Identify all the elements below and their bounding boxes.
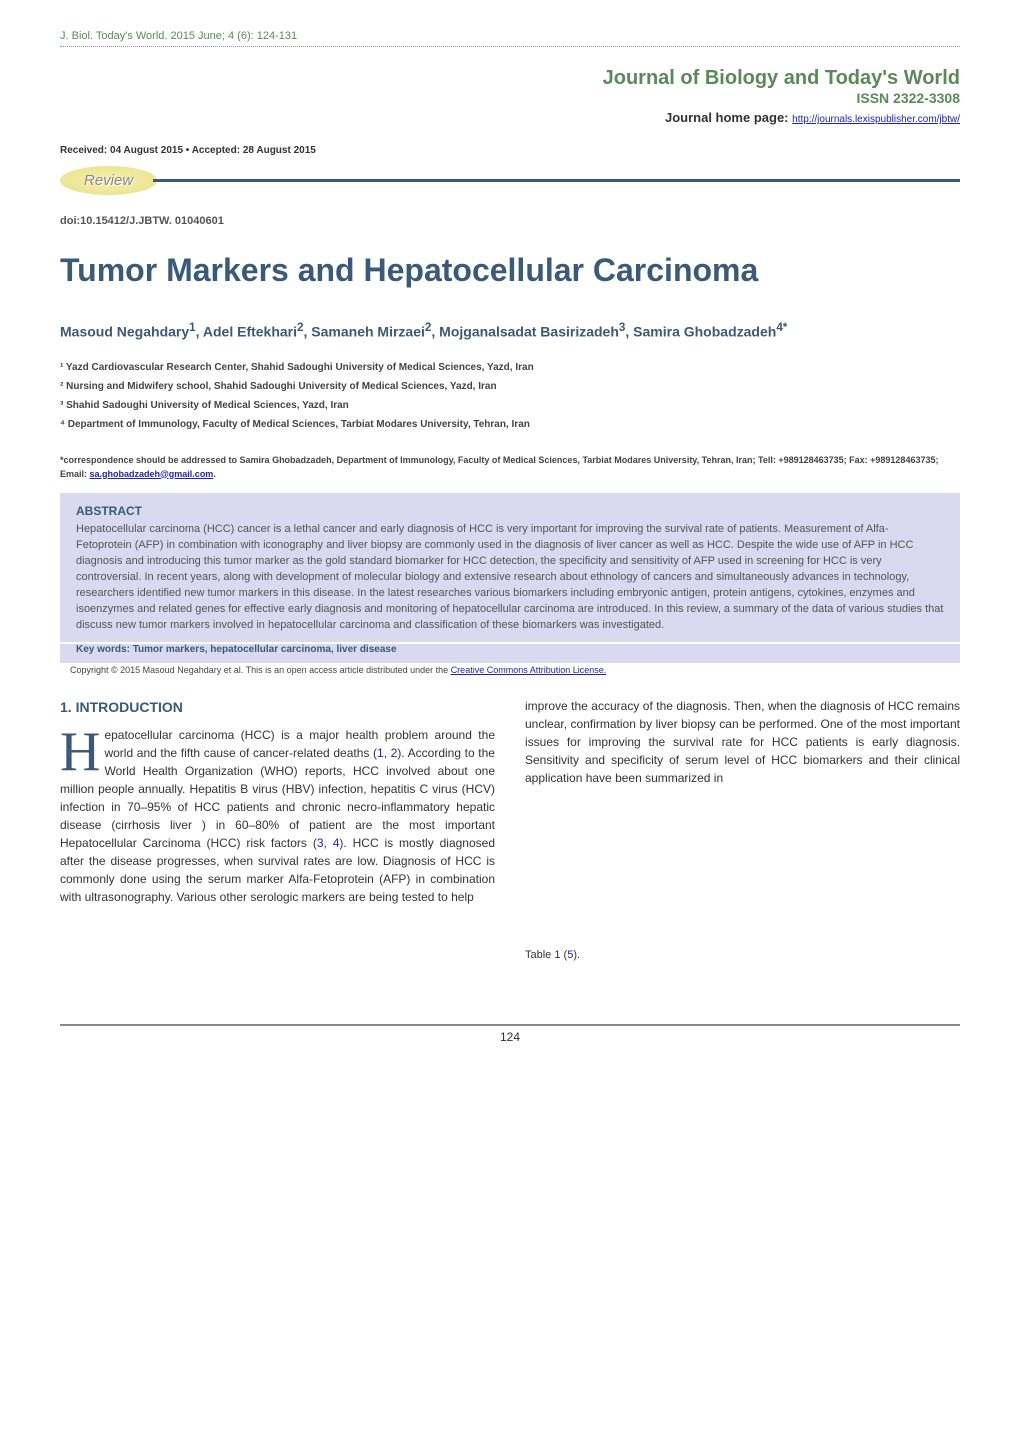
column-right: improve the accuracy of the diagnosis. T… bbox=[525, 697, 960, 964]
affiliations: ¹ Yazd Cardiovascular Research Center, S… bbox=[60, 358, 960, 434]
journal-citation: J. Biol. Today's World. 2015 June; 4 (6)… bbox=[60, 30, 960, 47]
keywords-row: Key words: Tumor markers, hepatocellular… bbox=[60, 644, 960, 663]
section-heading-intro: 1. INTRODUCTION bbox=[60, 697, 495, 718]
abstract-text: Hepatocellular carcinoma (HCC) cancer is… bbox=[76, 522, 944, 634]
table-ref-label: Table 1 bbox=[525, 949, 560, 961]
article-title: Tumor Markers and Hepatocellular Carcino… bbox=[60, 252, 960, 289]
homepage-label: Journal home page: bbox=[665, 110, 789, 125]
correspondence: *correspondence should be addressed to S… bbox=[60, 454, 960, 481]
license-link[interactable]: Creative Commons Attribution License. bbox=[451, 665, 607, 675]
ref-5[interactable]: 5 bbox=[567, 949, 573, 961]
received-dates: Received: 04 August 2015 • Accepted: 28 … bbox=[60, 145, 960, 156]
intro-paragraph: Hepatocellular carcinoma (HCC) is a majo… bbox=[60, 726, 495, 906]
affiliation-item: ⁴ Department of Immunology, Faculty of M… bbox=[60, 415, 960, 434]
journal-header: Journal of Biology and Today's World ISS… bbox=[60, 67, 960, 125]
dropcap: H bbox=[60, 726, 104, 774]
copyright: Copyright © 2015 Masoud Negahdary et al.… bbox=[60, 663, 960, 677]
keywords-text: Tumor markers, hepatocellular carcinoma,… bbox=[133, 644, 397, 655]
review-badge: Review bbox=[60, 166, 157, 195]
journal-issn: ISSN 2322-3308 bbox=[60, 90, 960, 106]
review-label-row: Review bbox=[60, 166, 960, 195]
review-bar bbox=[153, 179, 960, 182]
page-number: 124 bbox=[60, 1024, 960, 1044]
intro-text-2: ). According to the World Health Organiz… bbox=[60, 746, 495, 850]
abstract-box: ABSTRACT Hepatocellular carcinoma (HCC) … bbox=[60, 493, 960, 642]
affiliation-item: ¹ Yazd Cardiovascular Research Center, S… bbox=[60, 358, 960, 377]
journal-homepage: Journal home page: http://journals.lexis… bbox=[60, 110, 960, 125]
table-reference: Table 1 (5). bbox=[525, 947, 960, 964]
journal-title: Journal of Biology and Today's World bbox=[60, 67, 960, 90]
correspondence-email-link[interactable]: sa.ghobadzadeh@gmail.com bbox=[90, 469, 214, 479]
homepage-link[interactable]: http://journals.lexispublisher.com/jbtw/ bbox=[792, 114, 960, 125]
intro-text-col2: improve the accuracy of the diagnosis. T… bbox=[525, 697, 960, 787]
ref-3[interactable]: 3 bbox=[317, 836, 324, 850]
column-left: 1. INTRODUCTION Hepatocellular carcinoma… bbox=[60, 697, 495, 964]
affiliation-item: ² Nursing and Midwifery school, Shahid S… bbox=[60, 377, 960, 396]
ref-1[interactable]: 1 bbox=[377, 746, 384, 760]
abstract-label: ABSTRACT bbox=[76, 503, 944, 520]
body-columns: 1. INTRODUCTION Hepatocellular carcinoma… bbox=[60, 697, 960, 964]
copyright-text: Copyright © 2015 Masoud Negahdary et al.… bbox=[70, 665, 451, 675]
doi: doi:10.15412/J.JBTW. 01040601 bbox=[60, 215, 960, 227]
authors: Masoud Negahdary1, Adel Eftekhari2, Sama… bbox=[60, 319, 960, 343]
affiliation-item: ³ Shahid Sadoughi University of Medical … bbox=[60, 396, 960, 415]
keywords-label: Key words: bbox=[76, 644, 130, 655]
